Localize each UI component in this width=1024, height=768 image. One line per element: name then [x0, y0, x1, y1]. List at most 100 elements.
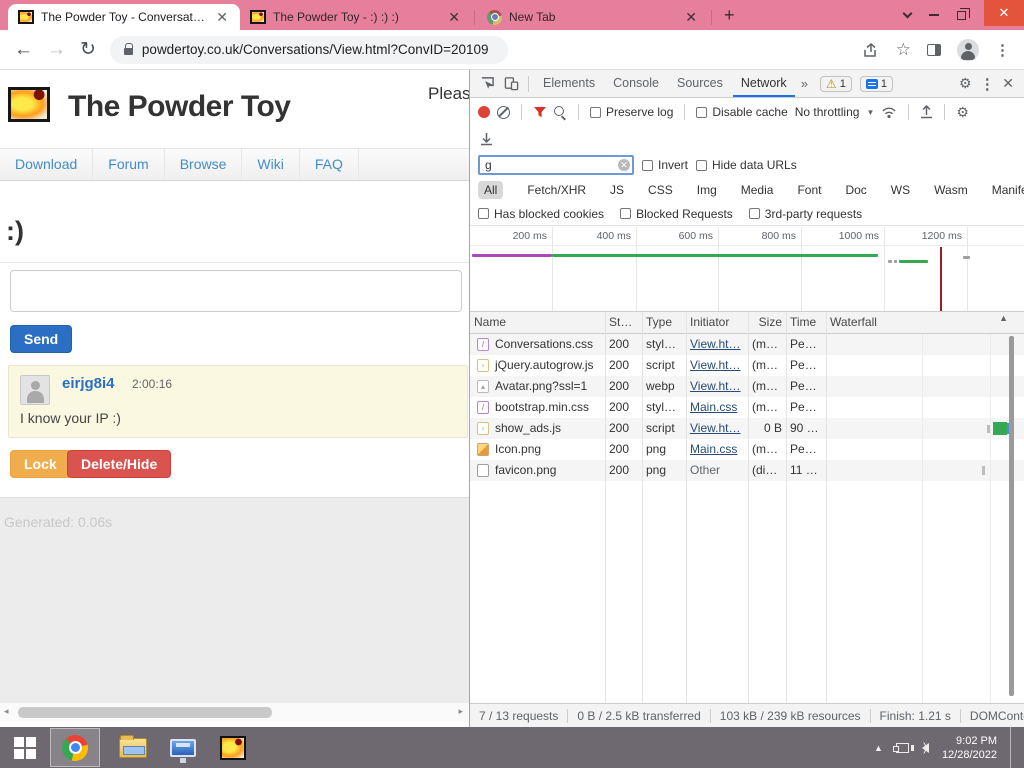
devtools-tab-console[interactable]: Console — [613, 76, 659, 90]
inspect-element-icon[interactable] — [476, 73, 498, 95]
initiator-link[interactable]: Main.css — [690, 442, 738, 456]
tray-expand-icon[interactable]: ▲ — [874, 742, 883, 753]
reload-icon[interactable]: ↻ — [80, 39, 96, 60]
type-filter-ws[interactable]: WS — [890, 183, 911, 197]
sort-ascending-icon[interactable]: ▲ — [999, 313, 1008, 323]
send-button[interactable]: Send — [10, 325, 73, 353]
type-filter-wasm[interactable]: Wasm — [934, 183, 968, 197]
delete-hide-button[interactable]: Delete/Hide — [67, 450, 172, 478]
show-desktop-button[interactable] — [1010, 727, 1016, 768]
horizontal-scrollbar[interactable]: ◂ ▸ — [0, 703, 469, 722]
column-separator[interactable] — [605, 312, 606, 703]
devtools-menu-icon[interactable]: ⋮ — [979, 75, 995, 93]
nav-link-download[interactable]: Download — [0, 149, 94, 180]
column-separator[interactable] — [786, 312, 787, 703]
scroll-right-icon[interactable]: ▸ — [458, 706, 463, 716]
initiator-link[interactable]: View.ht… — [690, 358, 741, 372]
network-request-row[interactable]: ◦ show_ads.js 200 script View.ht… 0 B 90 … — [470, 418, 1024, 439]
checkbox-icon[interactable] — [696, 106, 708, 118]
network-request-row[interactable]: ◦ jQuery.autogrow.js 200 script View.ht… … — [470, 355, 1024, 376]
column-header-type[interactable]: Type — [646, 315, 673, 329]
checkbox-icon[interactable] — [620, 208, 632, 219]
tab-close-icon[interactable]: ✕ — [216, 8, 228, 25]
has-blocked-cookies-toggle[interactable]: Has blocked cookies — [478, 207, 604, 221]
device-toolbar-icon[interactable] — [500, 73, 522, 95]
network-conditions-icon[interactable] — [881, 106, 897, 119]
network-request-row[interactable]: / Conversations.css 200 styl… View.ht… (m… — [470, 334, 1024, 355]
share-icon[interactable] — [862, 42, 880, 58]
checkbox-icon[interactable] — [478, 208, 489, 219]
tab-close-icon[interactable]: ✕ — [448, 8, 460, 25]
volume-icon[interactable] — [910, 740, 929, 754]
tab-powder-toy-conversation[interactable]: The Powder Toy - Conversation ✕ — [8, 4, 240, 30]
throttling-select[interactable]: No throttling — [794, 105, 860, 119]
taskbar-clock[interactable]: 9:02 PM 12/28/2022 — [942, 734, 997, 762]
column-separator[interactable] — [642, 312, 643, 703]
url-text[interactable]: powdertoy.co.uk/Conversations/View.html?… — [141, 42, 489, 57]
message-author-link[interactable]: eirjg8i4 — [62, 375, 115, 392]
network-timeline-overview[interactable]: 200 ms 400 ms 600 ms 800 ms 1000 ms 1200… — [470, 227, 1024, 312]
clear-filter-icon[interactable]: ✕ — [618, 159, 630, 171]
more-tabs-icon[interactable]: » — [800, 76, 808, 91]
type-filter-js[interactable]: JS — [610, 183, 625, 197]
network-request-row[interactable]: / bootstrap.min.css 200 styl… Main.css (m… — [470, 397, 1024, 418]
address-bar[interactable]: powdertoy.co.uk/Conversations/View.html?… — [109, 35, 508, 64]
import-har-icon[interactable] — [920, 105, 933, 119]
vertical-scrollbar[interactable] — [1009, 336, 1014, 696]
issues-badge[interactable]: 1 — [859, 75, 893, 92]
nav-link-faq[interactable]: FAQ — [300, 149, 359, 180]
export-har-icon[interactable] — [480, 132, 493, 146]
filter-funnel-icon[interactable] — [533, 106, 547, 119]
scroll-left-icon[interactable]: ◂ — [4, 706, 9, 716]
checkbox-icon[interactable] — [642, 159, 653, 171]
type-filter-font[interactable]: Font — [797, 183, 822, 197]
checkbox-icon[interactable] — [696, 159, 708, 171]
settings-gear-icon[interactable]: ⚙ — [958, 75, 972, 91]
checkbox-icon[interactable] — [590, 106, 601, 118]
tab-powder-toy-smileys[interactable]: The Powder Toy - :) :) :) ✕ — [240, 4, 472, 30]
bookmark-star-icon[interactable]: ☆ — [895, 39, 911, 59]
network-settings-gear-icon[interactable]: ⚙ — [956, 103, 969, 120]
tab-close-icon[interactable]: ✕ — [685, 8, 697, 25]
column-header-initiator[interactable]: Initiator — [690, 315, 730, 329]
checkbox-icon[interactable] — [748, 208, 760, 219]
type-filter-all[interactable]: All — [478, 181, 504, 199]
type-filter-fetch-xhr[interactable]: Fetch/XHR — [527, 183, 587, 197]
clear-icon[interactable] — [497, 105, 510, 119]
restore-button[interactable] — [957, 7, 970, 20]
nav-link-forum[interactable]: Forum — [93, 149, 165, 180]
side-panel-icon[interactable] — [927, 43, 941, 56]
preserve-log-toggle[interactable]: Preserve log — [590, 105, 673, 119]
column-separator[interactable] — [748, 312, 749, 703]
column-header-name[interactable]: Name — [474, 315, 507, 329]
type-filter-media[interactable]: Media — [740, 183, 774, 197]
devtools-tab-network[interactable]: Network — [733, 70, 795, 97]
new-tab-button[interactable]: + — [724, 5, 735, 25]
taskbar-chrome-button[interactable] — [50, 728, 100, 767]
chrome-menu-icon[interactable]: ⋮ — [995, 41, 1010, 59]
column-separator[interactable] — [686, 312, 687, 703]
taskbar-computer-button[interactable] — [158, 727, 208, 768]
column-header-size[interactable]: Size — [758, 315, 782, 329]
filter-input[interactable] — [478, 155, 634, 175]
forward-icon[interactable]: → — [47, 39, 66, 60]
warnings-badge[interactable]: ⚠ 1 — [819, 75, 852, 92]
column-separator[interactable] — [826, 312, 827, 703]
devtools-close-icon[interactable]: ✕ — [1002, 75, 1014, 91]
initiator-link[interactable]: View.ht… — [690, 379, 741, 393]
type-filter-doc[interactable]: Doc — [845, 183, 867, 197]
window-close-button[interactable]: ✕ — [984, 0, 1024, 26]
profile-avatar[interactable] — [957, 38, 979, 61]
type-filter-img[interactable]: Img — [696, 183, 717, 197]
start-button[interactable] — [0, 727, 50, 768]
initiator-link[interactable]: Main.css — [690, 400, 738, 414]
invert-toggle[interactable]: Invert — [642, 158, 688, 172]
type-filter-manifest[interactable]: Manifest — [991, 183, 1024, 197]
column-header-time[interactable]: Time — [790, 315, 817, 329]
column-header-status[interactable]: Stat… — [609, 315, 642, 329]
hide-data-urls-toggle[interactable]: Hide data URLs — [696, 158, 797, 172]
nav-link-wiki[interactable]: Wiki — [242, 149, 300, 180]
tab-search-chevron-icon[interactable] — [902, 8, 913, 18]
search-icon[interactable] — [554, 105, 567, 119]
initiator-link[interactable]: View.ht… — [690, 337, 741, 351]
